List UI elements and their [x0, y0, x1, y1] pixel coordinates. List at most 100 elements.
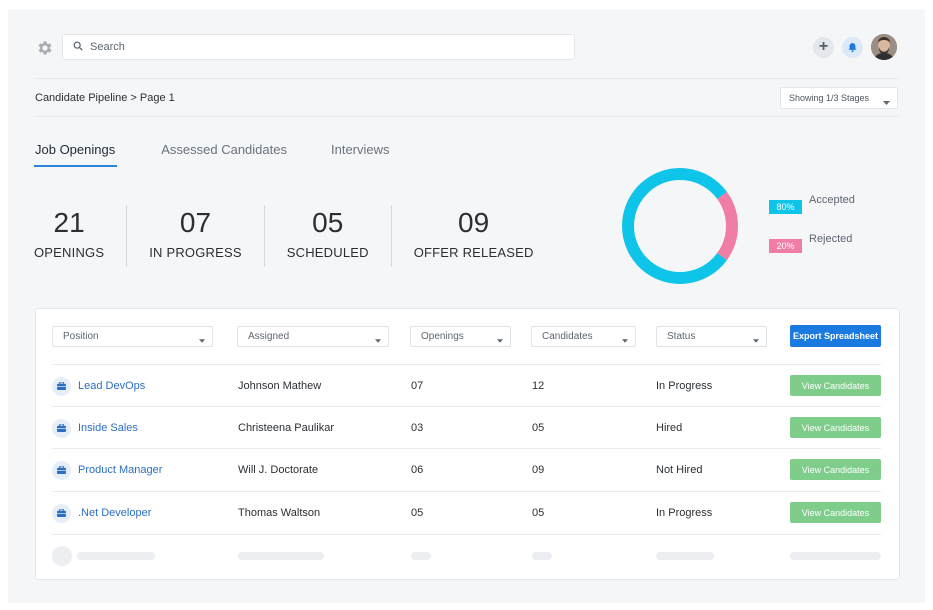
skeleton-bar — [411, 552, 431, 560]
openings-cell: 06 — [411, 464, 424, 476]
status-cell: Not Hired — [656, 464, 703, 476]
tab-job-openings[interactable]: Job Openings — [34, 142, 118, 167]
search-icon — [73, 38, 83, 56]
briefcase-icon — [52, 418, 71, 438]
table-row: Product Manager Will J. Doctorate 06 09 … — [52, 448, 881, 490]
position-link[interactable]: .Net Developer — [78, 507, 152, 519]
briefcase-icon — [52, 460, 71, 480]
tab-assessed-candidates[interactable]: Assessed Candidates — [161, 142, 287, 157]
table-row: Lead DevOps Johnson Mathew 07 12 In Prog… — [52, 364, 881, 406]
view-candidates-button[interactable]: View Candidates — [790, 502, 881, 523]
app-frame: Search + Candidate Pipeline > Page 1 Sho… — [8, 9, 925, 603]
filter-status[interactable]: Status — [656, 326, 767, 347]
assigned-cell: Christeena Paulikar — [238, 422, 334, 434]
filter-candidates[interactable]: Candidates — [531, 326, 636, 347]
avatar[interactable] — [871, 34, 897, 60]
stat-openings: 21 OPENINGS — [34, 205, 126, 267]
plus-icon[interactable]: + — [813, 36, 834, 58]
bell-icon[interactable] — [842, 36, 863, 58]
skeleton-bar — [656, 552, 714, 560]
chevron-down-icon — [883, 97, 890, 107]
filter-position[interactable]: Position — [52, 326, 213, 347]
stat-label: OPENINGS — [34, 245, 105, 260]
skeleton-bar — [790, 552, 881, 560]
stat-value: 07 — [179, 207, 212, 238]
skeleton-bar — [532, 552, 552, 560]
stage-select-value: Showing 1/3 Stages — [789, 93, 870, 103]
filter-label: Position — [63, 331, 99, 342]
legend-item-accepted: 80% Accepted — [769, 194, 855, 233]
status-cell: In Progress — [656, 380, 713, 392]
status-cell: In Progress — [656, 507, 713, 519]
tab-interviews[interactable]: Interviews — [330, 142, 390, 157]
stat-label: OFFER RELEASED — [413, 245, 534, 260]
candidates-cell: 12 — [532, 380, 545, 392]
chevron-down-icon — [622, 335, 628, 346]
stat-offer-released: 09 OFFER RELEASED — [390, 205, 556, 267]
acceptance-donut-chart — [622, 168, 738, 284]
chevron-down-icon — [753, 335, 759, 346]
candidates-cell: 05 — [532, 507, 545, 519]
stat-value: 09 — [458, 207, 490, 238]
openings-cell: 03 — [411, 422, 424, 434]
legend-label-rejected: Rejected — [809, 233, 853, 245]
candidates-cell: 09 — [532, 464, 545, 476]
stat-scheduled: 05 SCHEDULED — [263, 205, 391, 267]
assigned-cell: Thomas Waltson — [238, 507, 321, 519]
stat-label: IN PROGRESS — [149, 245, 242, 260]
chevron-down-icon — [199, 335, 205, 346]
position-cell: Inside Sales — [52, 407, 138, 449]
stats-summary: 21 OPENINGS 07 IN PROGRESS 05 SCHEDULED … — [34, 205, 556, 267]
gear-icon[interactable] — [36, 39, 54, 57]
export-spreadsheet-button[interactable]: Export Spreadsheet — [790, 325, 881, 347]
openings-cell: 05 — [411, 507, 424, 519]
header-divider — [35, 78, 898, 79]
position-link[interactable]: Inside Sales — [78, 422, 138, 434]
stat-value: 05 — [312, 207, 344, 238]
skeleton-bar — [77, 552, 155, 560]
chevron-down-icon — [497, 335, 503, 346]
search-placeholder: Search — [90, 41, 125, 53]
stage-select[interactable]: Showing 1/3 Stages — [780, 87, 898, 109]
skeleton-bar — [238, 552, 324, 560]
chart-legend: 80% Accepted 20% Rejected — [769, 194, 855, 272]
search-input[interactable]: Search — [62, 34, 575, 60]
filter-label: Openings — [421, 331, 464, 342]
position-link[interactable]: Product Manager — [78, 464, 163, 476]
donut-slice-accepted — [622, 168, 727, 284]
breadcrumb: Candidate Pipeline > Page 1 — [35, 92, 175, 104]
table-row: Inside Sales Christeena Paulikar 03 05 H… — [52, 406, 881, 448]
skeleton-avatar — [52, 546, 72, 566]
skeleton-row — [52, 534, 881, 580]
tab-bar: Job Openings Assessed Candidates Intervi… — [34, 142, 434, 167]
stat-in-progress: 07 IN PROGRESS — [126, 205, 264, 267]
filter-assigned[interactable]: Assigned — [237, 326, 389, 347]
candidates-cell: 05 — [532, 422, 545, 434]
legend-badge-accepted: 80% — [769, 200, 802, 214]
donut-slice-rejected — [717, 191, 738, 261]
job-openings-table: Position Assigned Openings Candidates St… — [35, 308, 900, 580]
legend-item-rejected: 20% Rejected — [769, 233, 855, 272]
assigned-cell: Johnson Mathew — [238, 380, 322, 392]
stat-label: SCHEDULED — [286, 245, 369, 260]
filter-label: Status — [667, 331, 696, 342]
status-cell: Hired — [656, 422, 683, 434]
position-link[interactable]: Lead DevOps — [78, 380, 146, 392]
top-actions: + — [813, 34, 897, 60]
position-cell: .Net Developer — [52, 492, 151, 534]
breadcrumb-divider — [35, 116, 898, 117]
openings-cell: 07 — [411, 380, 424, 392]
legend-label-accepted: Accepted — [809, 194, 855, 206]
view-candidates-button[interactable]: View Candidates — [790, 459, 881, 480]
briefcase-icon — [52, 376, 71, 396]
view-candidates-button[interactable]: View Candidates — [790, 417, 881, 438]
table-row: .Net Developer Thomas Waltson 05 05 In P… — [52, 491, 881, 533]
filter-label: Candidates — [542, 331, 593, 342]
filter-label: Assigned — [248, 331, 290, 342]
filter-openings[interactable]: Openings — [410, 326, 511, 347]
briefcase-icon — [52, 503, 71, 523]
legend-badge-rejected: 20% — [769, 239, 802, 253]
position-cell: Product Manager — [52, 449, 162, 491]
view-candidates-button[interactable]: View Candidates — [790, 375, 881, 396]
position-cell: Lead DevOps — [52, 365, 145, 407]
